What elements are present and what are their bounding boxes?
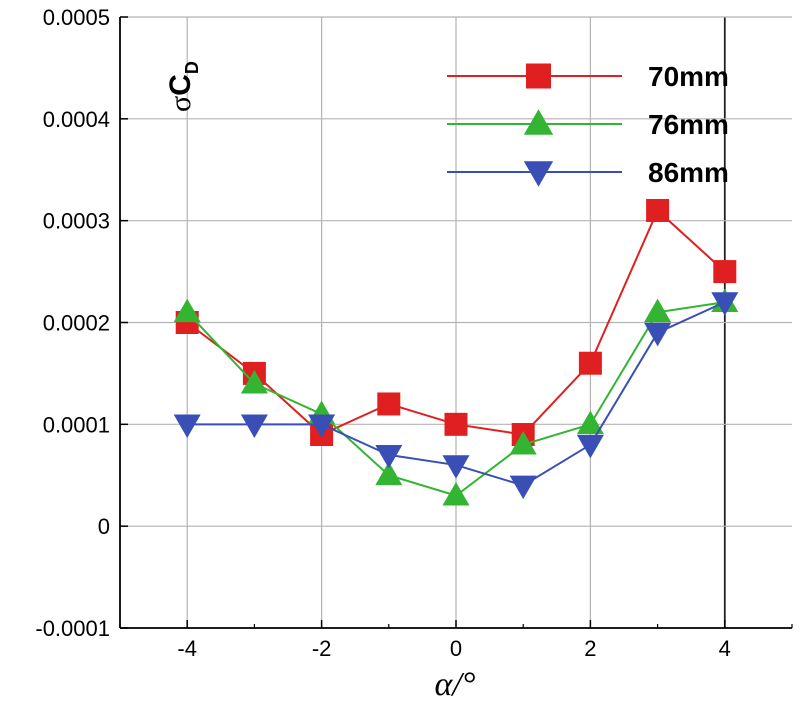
data-point-86mm: [240, 414, 268, 438]
legend-label-86mm: 86mm: [648, 157, 729, 188]
y-axis-label: σCD: [164, 61, 202, 112]
data-point-86mm: [509, 475, 537, 500]
y-tick-label: 0: [98, 514, 110, 539]
legend-item-70mm: 70mm: [447, 61, 729, 92]
data-point-70mm: [377, 392, 401, 416]
legend-item-76mm: 76mm: [447, 109, 729, 140]
y-tick-label: 0.0004: [43, 107, 110, 132]
legend: 70mm 76mm 86mm: [447, 61, 729, 188]
data-point-70mm: [578, 351, 602, 375]
legend-label-70mm: 70mm: [648, 61, 729, 92]
legend-marker-86mm: [523, 161, 554, 187]
data-point-86mm: [711, 292, 739, 316]
series: [173, 198, 739, 506]
data-point-76mm: [576, 410, 604, 435]
axes: [119, 16, 793, 629]
data-point-76mm: [240, 369, 268, 394]
legend-marker-70mm: [526, 63, 551, 89]
y-tick-label: 0.0002: [43, 311, 110, 336]
data-point-70mm: [646, 198, 670, 222]
x-tick-label: 4: [719, 636, 731, 661]
x-tick-label: 0: [450, 636, 462, 661]
y-axis-label-sub: D: [182, 61, 202, 74]
x-axis-label: α/°: [435, 666, 476, 703]
x-tick-label: -4: [177, 636, 197, 661]
y-axis-label-sigma: σ: [164, 96, 197, 112]
data-point-76mm: [375, 461, 403, 486]
data-point-76mm: [509, 431, 537, 455]
x-tick-label: -2: [312, 636, 332, 661]
legend-marker-76mm: [523, 109, 554, 135]
data-point-86mm: [173, 414, 201, 438]
legend-label-76mm: 76mm: [648, 109, 729, 140]
data-point-70mm: [444, 412, 468, 436]
data-point-76mm: [442, 481, 470, 506]
y-tick-label: 0.0005: [43, 5, 110, 30]
data-point-86mm: [644, 322, 672, 347]
data-point-70mm: [713, 260, 737, 284]
data-point-86mm: [375, 445, 403, 469]
y-axis-label-main: C: [164, 74, 197, 96]
data-point-86mm: [576, 434, 604, 459]
y-tick-label: -0.0001: [35, 616, 110, 641]
data-point-76mm: [173, 298, 201, 323]
tick-labels: -4 -2 0 2 4 -0.0001 0 0.0001 0.0002 0.0003 0.0004 0…: [35, 5, 731, 661]
legend-item-86mm: 86mm: [447, 157, 729, 188]
data-point-76mm: [644, 298, 672, 323]
y-tick-label: 0.0003: [43, 209, 110, 234]
series-86mm: [173, 292, 739, 500]
svg-text:σCD: σCD: [164, 61, 202, 112]
data-point-86mm: [442, 455, 470, 479]
data-point-86mm: [308, 414, 336, 438]
y-tick-label: 0.0001: [43, 412, 110, 437]
x-tick-label: 2: [584, 636, 596, 661]
